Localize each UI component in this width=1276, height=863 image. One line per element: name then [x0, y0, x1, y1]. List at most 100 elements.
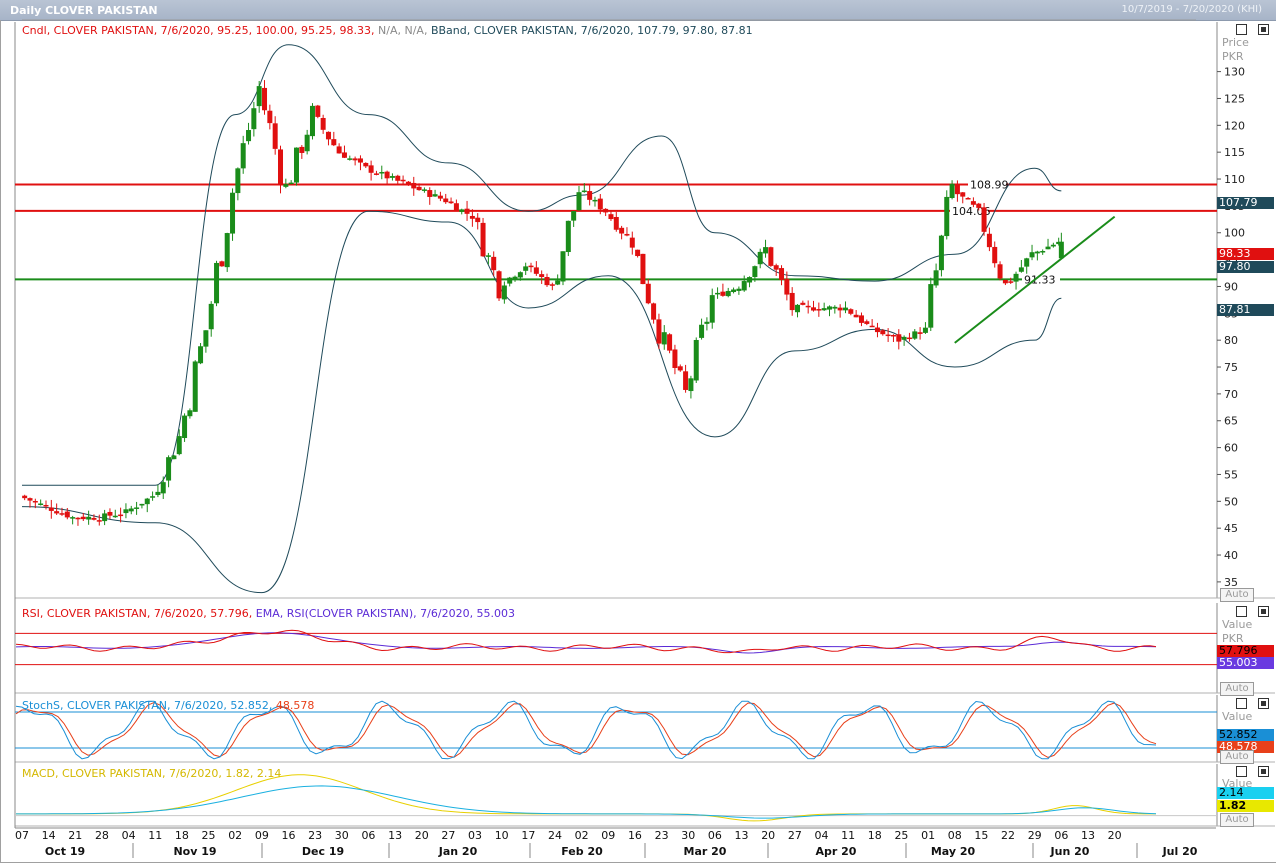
x-tick-label: 29	[1028, 829, 1042, 842]
candle-body	[976, 203, 982, 208]
candle-body	[1034, 251, 1040, 254]
legend-macd: MACD, CLOVER PAKISTAN, 7/6/2020, 1.82, 2…	[22, 767, 282, 780]
x-tick-label: 03	[468, 829, 482, 842]
y-tick-label: 100	[1224, 227, 1245, 240]
last-candle-body	[1058, 241, 1064, 259]
stoch-k-line	[15, 700, 1157, 760]
candle-body	[539, 274, 545, 277]
stoch-restore-button[interactable]	[1236, 698, 1247, 709]
rsi-maximize-button[interactable]	[1258, 606, 1269, 617]
candle-body	[299, 146, 305, 153]
x-tick-label: 04	[815, 829, 829, 842]
x-tick-label: 06	[361, 829, 375, 842]
candle-body	[187, 410, 193, 417]
candle-body	[501, 285, 507, 300]
candle-body	[96, 520, 102, 522]
candle-body	[560, 251, 566, 282]
rsi-auto-button[interactable]: Auto	[1220, 682, 1254, 696]
candle-body	[469, 215, 475, 219]
x-tick-label: 16	[628, 829, 642, 842]
candle-body	[640, 253, 646, 285]
candle-body	[134, 507, 140, 509]
candle-body	[262, 87, 268, 111]
candle-body	[672, 349, 678, 368]
x-tick-label: 13	[1081, 829, 1095, 842]
candle-body	[437, 195, 443, 199]
candle-body	[144, 498, 150, 505]
macd-restore-button[interactable]	[1236, 766, 1247, 777]
price-axis-title: Price	[1222, 36, 1249, 49]
candle-body	[837, 307, 843, 311]
candle-body	[970, 201, 976, 205]
y-tick-label: 110	[1224, 173, 1245, 186]
candle-body	[757, 251, 763, 265]
candle-body	[842, 307, 848, 311]
x-tick-label: 13	[388, 829, 402, 842]
candle-body	[533, 267, 539, 274]
x-tick-label: 14	[42, 829, 56, 842]
x-tick-label: 21	[68, 829, 82, 842]
candle-body	[928, 284, 934, 328]
x-tick-label: 02	[228, 829, 242, 842]
x-tick-label: 25	[202, 829, 216, 842]
y-tick-label: 125	[1224, 92, 1245, 105]
candle-body	[43, 504, 49, 507]
tag-bband-mid: 97.80	[1217, 261, 1274, 273]
candle-body	[544, 277, 550, 286]
macd-signal-line	[16, 785, 1157, 819]
candle-body	[965, 197, 971, 200]
candle-body	[102, 513, 108, 522]
candle-body	[475, 217, 481, 223]
price-restore-button[interactable]	[1236, 24, 1247, 35]
price-maximize-button[interactable]	[1258, 24, 1269, 35]
stoch-maximize-button[interactable]	[1258, 698, 1269, 709]
candle-body	[1013, 273, 1019, 282]
candle-body	[453, 203, 459, 211]
candle-body	[997, 264, 1003, 279]
candle-body	[1029, 252, 1035, 258]
candle-body	[54, 511, 60, 514]
rsi-restore-button[interactable]	[1236, 606, 1247, 617]
candle-body	[80, 516, 86, 520]
price-auto-button[interactable]: Auto	[1220, 588, 1254, 602]
candle-body	[325, 131, 331, 140]
candle-body	[949, 183, 955, 198]
x-tick-label: 27	[441, 829, 455, 842]
stoch-auto-button[interactable]: Auto	[1220, 750, 1254, 764]
candle-body	[123, 509, 129, 514]
candle-body	[1045, 246, 1051, 250]
candle-body	[869, 325, 875, 328]
tag-rsi: 57.796	[1217, 645, 1274, 657]
candle-body	[208, 303, 214, 330]
tag-macd-signal: 1.82	[1217, 800, 1274, 812]
candle-body	[389, 176, 395, 178]
candle-body	[629, 237, 635, 248]
x-tick-label: 20	[415, 829, 429, 842]
candle-body	[70, 517, 76, 519]
x-tick-label: 20	[761, 829, 775, 842]
rsi-ema-line	[15, 632, 1157, 654]
candle-body	[75, 517, 81, 520]
legend-rsi-ema: EMA, RSI(CLOVER PAKISTAN), 7/6/2020, 55.…	[255, 607, 516, 620]
candle-body	[688, 378, 694, 392]
candle-body	[309, 105, 315, 137]
x-tick-label: 10	[495, 829, 509, 842]
macd-auto-button[interactable]: Auto	[1220, 813, 1254, 827]
x-tick-label: 22	[1001, 829, 1015, 842]
x-tick-label: 23	[655, 829, 669, 842]
macd-maximize-button[interactable]	[1258, 766, 1269, 777]
candle-body	[251, 108, 257, 130]
month-label: Mar 20	[684, 845, 727, 858]
x-tick-label: 11	[148, 829, 162, 842]
candle-body	[704, 321, 710, 324]
legend-bband: BBand, CLOVER PAKISTAN, 7/6/2020, 107.79…	[430, 24, 753, 37]
y-tick-label: 65	[1224, 415, 1238, 428]
x-tick-label: 07	[15, 829, 29, 842]
candle-body	[491, 256, 497, 271]
candle-body	[427, 190, 433, 197]
candle-body	[176, 436, 182, 455]
legend-stoch-d: 48.578	[275, 699, 315, 712]
candle-body	[278, 149, 284, 186]
candle-body	[336, 146, 342, 154]
candle-body	[485, 255, 491, 257]
